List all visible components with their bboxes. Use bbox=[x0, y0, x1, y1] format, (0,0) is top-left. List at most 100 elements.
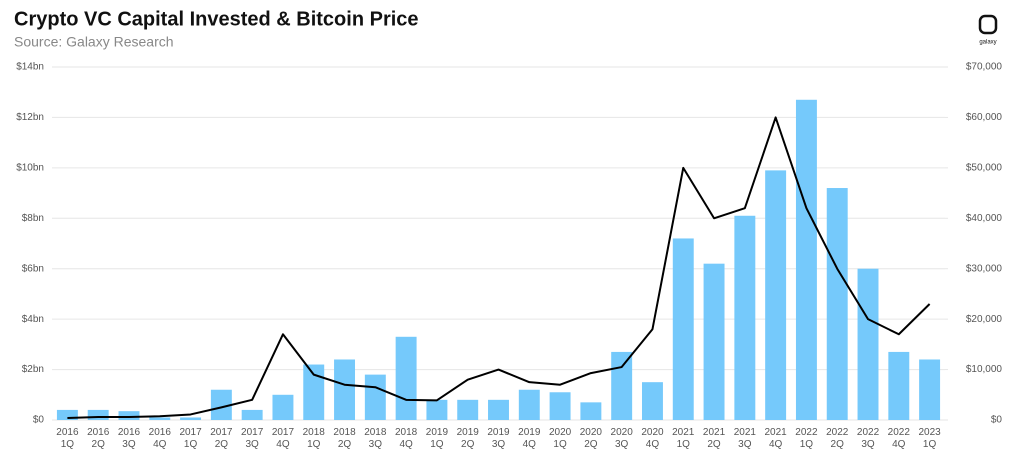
x-tick-quarter: 1Q bbox=[677, 439, 691, 450]
price-line bbox=[67, 116, 931, 419]
x-tick-label: 2021 3Q bbox=[734, 427, 757, 450]
bar bbox=[765, 170, 787, 420]
x-tick-label: 2016 2Q bbox=[87, 427, 110, 450]
bar bbox=[488, 399, 509, 420]
bar bbox=[56, 409, 78, 420]
y-tick-label: $0 bbox=[33, 415, 45, 426]
x-tick-quarter: 2Q bbox=[92, 439, 106, 450]
bar bbox=[734, 215, 756, 420]
x-tick-year: 2016 bbox=[87, 427, 110, 438]
x-tick-year: 2020 bbox=[549, 427, 572, 438]
bar bbox=[580, 402, 602, 420]
bar bbox=[888, 351, 910, 420]
x-tick-label: 2016 3Q bbox=[118, 427, 141, 450]
x-tick-label: 2019 1Q bbox=[426, 427, 449, 450]
x-tick-quarter: 2Q bbox=[707, 439, 721, 450]
x-tick-year: 2018 bbox=[395, 427, 418, 438]
x-tick-quarter: 3Q bbox=[245, 439, 259, 450]
x-tick-label: 2017 3Q bbox=[241, 427, 264, 450]
x-tick-label: 2020 2Q bbox=[580, 427, 603, 450]
x-tick-quarter: 3Q bbox=[615, 439, 629, 450]
bar bbox=[272, 394, 294, 420]
x-tick-quarter: 1Q bbox=[307, 439, 321, 450]
bar bbox=[672, 238, 694, 420]
x-tick-year: 2020 bbox=[641, 427, 664, 438]
x-tick-year: 2018 bbox=[303, 427, 326, 438]
x-tick-year: 2019 bbox=[487, 427, 510, 438]
x-tick-quarter: 1Q bbox=[61, 439, 75, 450]
x-tick-label: 2018 1Q bbox=[303, 427, 326, 450]
x-tick-label: 2022 3Q bbox=[857, 427, 880, 450]
x-tick-quarter: 2Q bbox=[584, 439, 598, 450]
x-tick-year: 2020 bbox=[580, 427, 603, 438]
chart-title: Crypto VC Capital Invested & Bitcoin Pri… bbox=[14, 8, 419, 30]
bar bbox=[457, 399, 479, 420]
x-tick-label: 2022 1Q bbox=[795, 427, 818, 450]
x-tick-quarter: 3Q bbox=[492, 439, 506, 450]
x-tick-year: 2023 bbox=[918, 427, 941, 438]
x-tick-quarter: 1Q bbox=[800, 439, 814, 450]
bar bbox=[334, 359, 356, 420]
x-tick-year: 2022 bbox=[857, 427, 880, 438]
y-tick-label: $12bn bbox=[16, 112, 44, 123]
x-tick-quarter: 4Q bbox=[276, 439, 290, 450]
x-tick-label: 2022 4Q bbox=[888, 427, 911, 450]
x-tick-label: 2017 4Q bbox=[272, 427, 295, 450]
x-tick-quarter: 2Q bbox=[461, 439, 475, 450]
x-tick-year: 2020 bbox=[611, 427, 634, 438]
x-tick-year: 2022 bbox=[795, 427, 818, 438]
x-tick-year: 2016 bbox=[56, 427, 79, 438]
bar bbox=[703, 263, 725, 420]
bar bbox=[795, 99, 817, 421]
bar bbox=[641, 382, 663, 420]
x-tick-label: 2019 4Q bbox=[518, 427, 541, 450]
x-tick-label: 2018 2Q bbox=[333, 427, 356, 450]
x-tick-year: 2018 bbox=[333, 427, 356, 438]
bar bbox=[210, 389, 232, 420]
bar bbox=[857, 268, 879, 420]
x-tick-label: 2022 2Q bbox=[826, 427, 849, 450]
x-tick-label: 2023 1Q bbox=[918, 427, 941, 450]
x-tick-label: 2017 1Q bbox=[179, 427, 202, 450]
x-tick-quarter: 3Q bbox=[738, 439, 752, 450]
y2-tick-label: $50,000 bbox=[966, 162, 1003, 173]
x-tick-quarter: 4Q bbox=[646, 439, 660, 450]
bar bbox=[395, 336, 417, 420]
x-tick-quarter: 4Q bbox=[399, 439, 413, 450]
y-tick-label: $2bn bbox=[22, 364, 44, 375]
y2-tick-label: $70,000 bbox=[966, 62, 1003, 73]
bar bbox=[303, 364, 325, 420]
x-tick-label: 2017 2Q bbox=[210, 427, 233, 450]
bar bbox=[87, 409, 109, 420]
x-tick-year: 2021 bbox=[703, 427, 726, 438]
logo: galaxy bbox=[978, 14, 998, 46]
x-tick-quarter: 4Q bbox=[769, 439, 783, 450]
logo-text: galaxy bbox=[979, 40, 996, 46]
x-tick-year: 2021 bbox=[672, 427, 695, 438]
bar bbox=[364, 374, 386, 420]
y-tick-label: $4bn bbox=[22, 314, 44, 325]
x-tick-label: 2018 4Q bbox=[395, 427, 418, 450]
bar bbox=[549, 392, 571, 420]
bar bbox=[426, 399, 448, 420]
x-tick-year: 2021 bbox=[734, 427, 757, 438]
x-tick-year: 2017 bbox=[272, 427, 295, 438]
x-tick-quarter: 1Q bbox=[430, 439, 444, 450]
logo-icon bbox=[978, 14, 998, 35]
x-tick-quarter: 3Q bbox=[122, 439, 136, 450]
y2-tick-label: $10,000 bbox=[966, 364, 1003, 375]
x-tick-year: 2022 bbox=[826, 427, 849, 438]
x-tick-label: 2019 2Q bbox=[457, 427, 480, 450]
y2-tick-label: $0 bbox=[991, 415, 1003, 426]
x-tick-label: 2020 1Q bbox=[549, 427, 572, 450]
x-tick-label: 2020 3Q bbox=[611, 427, 634, 450]
x-tick-quarter: 1Q bbox=[184, 439, 198, 450]
bar bbox=[241, 409, 263, 420]
x-tick-quarter: 4Q bbox=[892, 439, 906, 450]
bar bbox=[826, 188, 848, 420]
y2-tick-label: $30,000 bbox=[966, 263, 1003, 274]
y2-tick-label: $20,000 bbox=[966, 314, 1003, 325]
x-tick-quarter: 1Q bbox=[923, 439, 937, 450]
x-tick-label: 2021 1Q bbox=[672, 427, 695, 450]
